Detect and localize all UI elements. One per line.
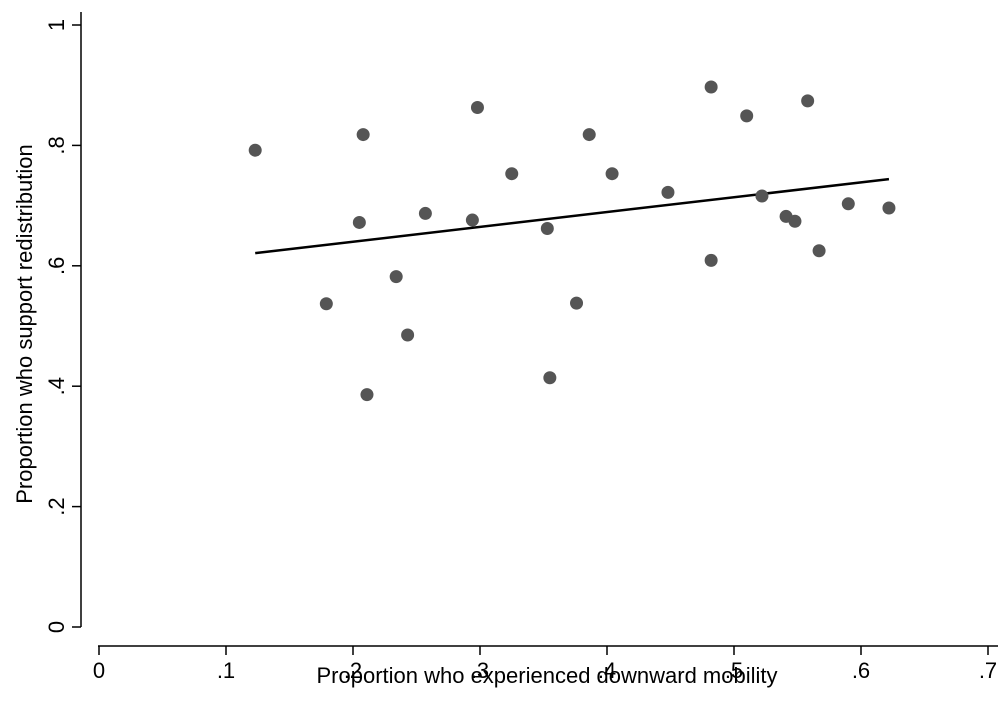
- x-tick-label: .1: [217, 658, 235, 683]
- x-tick-label: .6: [852, 658, 870, 683]
- x-ticks: 0 .1 .2 .3 .4 .5 .6 .7: [93, 646, 997, 683]
- y-tick-label: .2: [44, 497, 69, 515]
- data-point: [360, 388, 374, 402]
- fit-line: [255, 177, 890, 255]
- y-ticks: 0 .2 .4 .6 .8 1: [44, 19, 81, 633]
- data-point: [801, 94, 815, 108]
- data-point: [704, 253, 718, 267]
- data-point: [465, 213, 479, 227]
- data-point: [570, 296, 584, 310]
- data-point: [418, 206, 432, 220]
- data-point: [389, 270, 403, 284]
- y-tick-label: 1: [44, 19, 69, 31]
- data-point: [740, 109, 754, 123]
- y-tick-label: .8: [44, 136, 69, 154]
- axes: [80, 12, 998, 647]
- data-point: [505, 167, 519, 181]
- y-axis-title: Proportion who support redistribution: [12, 144, 37, 504]
- data-point: [755, 189, 769, 203]
- data-point: [582, 128, 596, 142]
- x-tick-label: .2: [344, 658, 362, 683]
- data-point: [356, 128, 370, 142]
- data-point: [605, 167, 619, 181]
- data-point: [882, 201, 896, 215]
- data-point: [470, 100, 484, 114]
- y-tick-label: 0: [44, 621, 69, 633]
- data-point: [661, 185, 675, 199]
- x-tick-label: .7: [979, 658, 997, 683]
- x-tick-label: 0: [93, 658, 105, 683]
- x-tick-label: .4: [598, 658, 616, 683]
- y-tick-label: .6: [44, 257, 69, 275]
- data-point: [543, 371, 557, 385]
- data-point: [812, 244, 826, 258]
- data-point: [841, 197, 855, 211]
- data-point: [540, 221, 554, 235]
- x-tick-label: .3: [471, 658, 489, 683]
- x-tick-label: .5: [725, 658, 743, 683]
- fit-line-group: [255, 177, 890, 255]
- y-tick-label: .4: [44, 377, 69, 395]
- data-point: [704, 80, 718, 94]
- data-point: [352, 215, 366, 229]
- data-point: [788, 214, 802, 228]
- data-point: [248, 143, 262, 157]
- data-point: [401, 328, 415, 342]
- data-points: [248, 80, 896, 402]
- data-point: [319, 297, 333, 311]
- x-axis-title: Proportion who experienced downward mobi…: [316, 663, 777, 688]
